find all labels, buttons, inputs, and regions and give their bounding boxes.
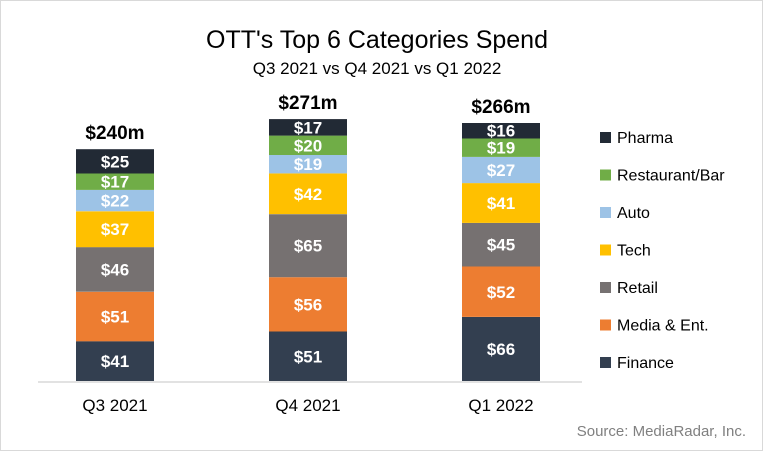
legend-swatch-finance [600, 357, 611, 368]
legend-swatch-tech [600, 244, 611, 256]
bar-segment-finance-q4-2021 [269, 331, 347, 381]
legend-swatch-retail [600, 282, 611, 293]
bar-segment-restaurant-bar-q1-2022 [462, 138, 540, 157]
x-tick-labels: Q3 2021 Q4 2021 Q1 2022 [82, 396, 533, 415]
x-tick-q3-2021: Q3 2021 [82, 396, 147, 415]
legend-label-finance: Finance [617, 355, 674, 372]
legend-label-restaurant-bar: Restaurant/Bar [617, 168, 725, 185]
legend-label-tech: Tech [617, 243, 651, 260]
bar-segment-auto-q3-2021 [76, 189, 154, 212]
bar-segment-tech-q4-2021 [269, 173, 347, 215]
legend-item-auto: Auto [600, 205, 650, 222]
bar-segment-media-ent-q3-2021 [76, 291, 154, 342]
data-label-finance-q4-2021: $51 [294, 347, 322, 366]
data-label-retail-q1-2022: $45 [487, 236, 515, 255]
bar-segment-media-ent-q1-2022 [462, 266, 540, 317]
bar-segment-pharma-q4-2021 [269, 119, 347, 136]
legend-swatch-media-ent [600, 319, 611, 331]
bar-segment-restaurant-bar-q4-2021 [269, 135, 347, 155]
bar-segment-auto-q4-2021 [269, 155, 347, 174]
legend-label-pharma: Pharma [617, 130, 673, 147]
legend-item-pharma: Pharma [600, 130, 673, 147]
data-label-auto-q4-2021: $19 [294, 155, 322, 174]
legend-swatch-restaurant-bar [600, 169, 611, 181]
data-label-finance-q3-2021: $41 [101, 352, 129, 371]
data-label-restaurant-bar-q1-2022: $19 [487, 139, 515, 158]
bar-segment-retail-q1-2022 [462, 222, 540, 267]
x-tick-q4-2021: Q4 2021 [275, 396, 340, 415]
data-label-tech-q3-2021: $37 [101, 220, 129, 239]
data-label-media-ent-q4-2021: $56 [294, 295, 322, 314]
legend-item-media-ent: Media & Ent. [600, 318, 709, 335]
bar-segment-auto-q1-2022 [462, 156, 540, 184]
data-label-tech-q1-2022: $41 [487, 194, 515, 213]
legend: Pharma Restaurant/Bar Auto Tech Retail Media … [600, 130, 725, 372]
legend-item-finance: Finance [600, 355, 674, 372]
bar-segment-retail-q3-2021 [76, 247, 154, 292]
data-label-tech-q4-2021: $42 [294, 185, 322, 204]
legend-item-retail: Retail [600, 280, 658, 297]
data-label-restaurant-bar-q4-2021: $20 [294, 136, 322, 155]
chart-title: OTT's Top 6 Categories Spend [206, 26, 548, 54]
data-label-restaurant-bar-q3-2021: $17 [101, 173, 129, 192]
data-label-retail-q3-2021: $46 [101, 260, 129, 279]
legend-label-retail: Retail [617, 280, 658, 297]
data-label-pharma-q4-2021: $17 [294, 118, 322, 137]
chart-subtitle: Q3 2021 vs Q4 2021 vs Q1 2022 [253, 59, 502, 78]
bar-segment-restaurant-bar-q3-2021 [76, 173, 154, 190]
bar-segment-finance-q3-2021 [76, 341, 154, 381]
bar-segment-retail-q4-2021 [269, 214, 347, 278]
source-note: Source: MediaRadar, Inc. [577, 423, 746, 440]
data-label-media-ent-q3-2021: $51 [101, 308, 129, 327]
bar-segment-finance-q1-2022 [462, 317, 540, 381]
legend-label-auto: Auto [617, 205, 650, 222]
total-label-q4-2021: $271m [278, 93, 337, 114]
data-label-auto-q3-2021: $22 [101, 192, 129, 211]
total-label-q3-2021: $240m [85, 123, 144, 144]
data-label-pharma-q1-2022: $16 [487, 122, 515, 141]
legend-item-restaurant-bar: Restaurant/Bar [600, 168, 725, 185]
bars-group: $41$51$46$37$22$17$25$240m$51$56$65$42$1… [76, 93, 540, 381]
x-tick-q1-2022: Q1 2022 [468, 396, 533, 415]
data-label-finance-q1-2022: $66 [487, 340, 515, 359]
total-label-q1-2022: $266m [471, 97, 530, 118]
data-label-auto-q1-2022: $27 [487, 161, 515, 180]
legend-label-media-ent: Media & Ent. [617, 318, 709, 335]
bar-segment-pharma-q1-2022 [462, 123, 540, 139]
bar-segment-pharma-q3-2021 [76, 149, 154, 174]
bar-segment-tech-q3-2021 [76, 211, 154, 248]
bar-segment-tech-q1-2022 [462, 183, 540, 223]
data-label-pharma-q3-2021: $25 [101, 152, 129, 171]
legend-item-tech: Tech [600, 243, 651, 260]
legend-swatch-auto [600, 207, 611, 218]
bar-segment-media-ent-q4-2021 [269, 277, 347, 332]
legend-swatch-pharma [600, 132, 611, 143]
data-label-media-ent-q1-2022: $52 [487, 283, 515, 302]
data-label-retail-q4-2021: $65 [294, 237, 322, 256]
